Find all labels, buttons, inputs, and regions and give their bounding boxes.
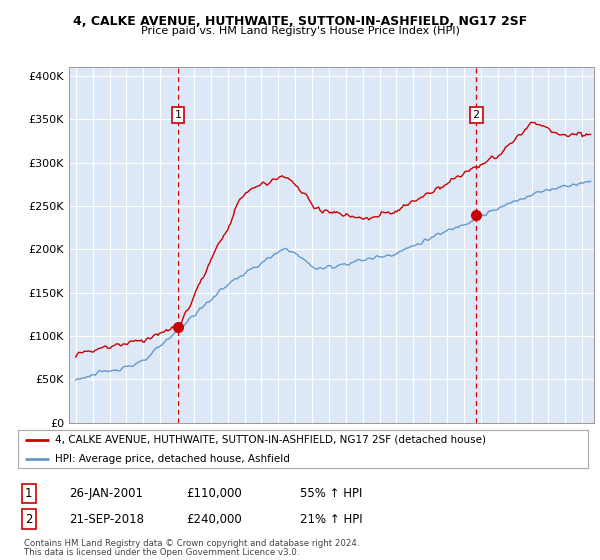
- Text: This data is licensed under the Open Government Licence v3.0.: This data is licensed under the Open Gov…: [24, 548, 299, 557]
- Text: 55% ↑ HPI: 55% ↑ HPI: [300, 487, 362, 500]
- Text: £110,000: £110,000: [186, 487, 242, 500]
- Text: HPI: Average price, detached house, Ashfield: HPI: Average price, detached house, Ashf…: [55, 454, 290, 464]
- Text: 4, CALKE AVENUE, HUTHWAITE, SUTTON-IN-ASHFIELD, NG17 2SF (detached house): 4, CALKE AVENUE, HUTHWAITE, SUTTON-IN-AS…: [55, 435, 486, 445]
- Text: 1: 1: [25, 487, 32, 500]
- Text: 4, CALKE AVENUE, HUTHWAITE, SUTTON-IN-ASHFIELD, NG17 2SF: 4, CALKE AVENUE, HUTHWAITE, SUTTON-IN-AS…: [73, 15, 527, 28]
- Text: 2: 2: [473, 110, 480, 120]
- Text: 2: 2: [25, 512, 32, 526]
- Text: 21% ↑ HPI: 21% ↑ HPI: [300, 512, 362, 526]
- Text: 1: 1: [175, 110, 182, 120]
- Text: £240,000: £240,000: [186, 512, 242, 526]
- Text: Price paid vs. HM Land Registry's House Price Index (HPI): Price paid vs. HM Land Registry's House …: [140, 26, 460, 36]
- Text: 21-SEP-2018: 21-SEP-2018: [69, 512, 144, 526]
- Text: 26-JAN-2001: 26-JAN-2001: [69, 487, 143, 500]
- Text: Contains HM Land Registry data © Crown copyright and database right 2024.: Contains HM Land Registry data © Crown c…: [24, 539, 359, 548]
